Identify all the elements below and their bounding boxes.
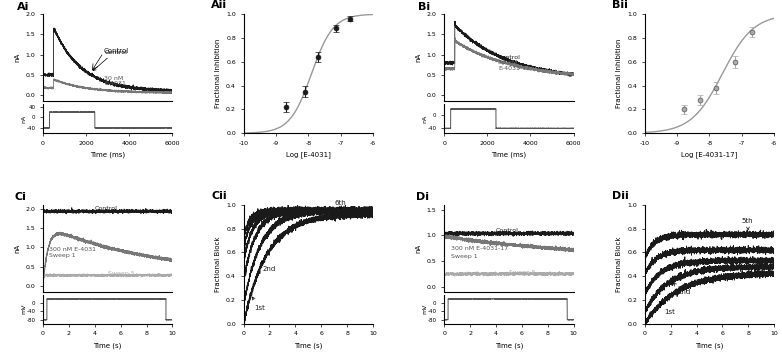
Y-axis label: nA: nA [422,114,428,123]
Text: 1st: 1st [252,297,265,310]
Y-axis label: mV: mV [422,304,428,314]
X-axis label: Log [E-4031]: Log [E-4031] [286,151,331,158]
Y-axis label: Fractional Block: Fractional Block [615,237,622,292]
Text: Control: Control [105,50,127,55]
Text: Di: Di [416,192,429,202]
Y-axis label: Fractional Block: Fractional Block [214,237,221,292]
Text: Aii: Aii [211,0,228,10]
Text: Control: Control [93,48,129,70]
Y-axis label: mV: mV [21,304,27,314]
Text: 2nd: 2nd [261,261,276,272]
X-axis label: Log [E-4031-17]: Log [E-4031-17] [681,151,737,158]
Text: 300 nM E-4031: 300 nM E-4031 [49,247,96,252]
Text: Bii: Bii [612,0,628,10]
Y-axis label: Fractional Inhibition: Fractional Inhibition [214,39,221,108]
Y-axis label: nA: nA [14,244,20,253]
X-axis label: Time (s): Time (s) [695,342,723,348]
Text: Sweep 5: Sweep 5 [108,271,135,276]
Text: Ci: Ci [15,192,27,202]
Y-axis label: nA: nA [14,53,20,62]
Text: 300 nM E-4031-17: 300 nM E-4031-17 [450,246,508,251]
Y-axis label: nA: nA [415,53,421,62]
Text: Bi: Bi [418,2,430,12]
Text: 30 nM
E-4031: 30 nM E-4031 [105,76,127,86]
Text: 30 nM
E-4031-17: 30 nM E-4031-17 [498,60,530,71]
Text: 2nd: 2nd [673,283,691,295]
Text: Cii: Cii [211,191,227,201]
X-axis label: Time (ms): Time (ms) [491,151,526,158]
Text: 1st: 1st [660,303,675,315]
X-axis label: Time (ms): Time (ms) [90,151,125,158]
Text: Control: Control [95,206,117,211]
Text: Sweep 1: Sweep 1 [49,253,76,258]
X-axis label: Time (s): Time (s) [94,342,122,348]
X-axis label: Time (s): Time (s) [495,342,523,348]
Text: Control: Control [496,228,518,233]
Y-axis label: nA: nA [21,114,27,123]
Y-axis label: nA: nA [415,244,421,253]
Text: Sweep 5: Sweep 5 [509,270,536,276]
Text: 5th: 5th [742,218,753,230]
Text: Control: Control [498,55,521,60]
Y-axis label: Fractional Inhibition: Fractional Inhibition [615,39,622,108]
Text: Ai: Ai [17,2,30,12]
Text: Dii: Dii [612,191,630,201]
Text: 6th: 6th [334,200,346,209]
X-axis label: Time (s): Time (s) [294,342,322,348]
Text: Sweep 1: Sweep 1 [450,253,477,258]
